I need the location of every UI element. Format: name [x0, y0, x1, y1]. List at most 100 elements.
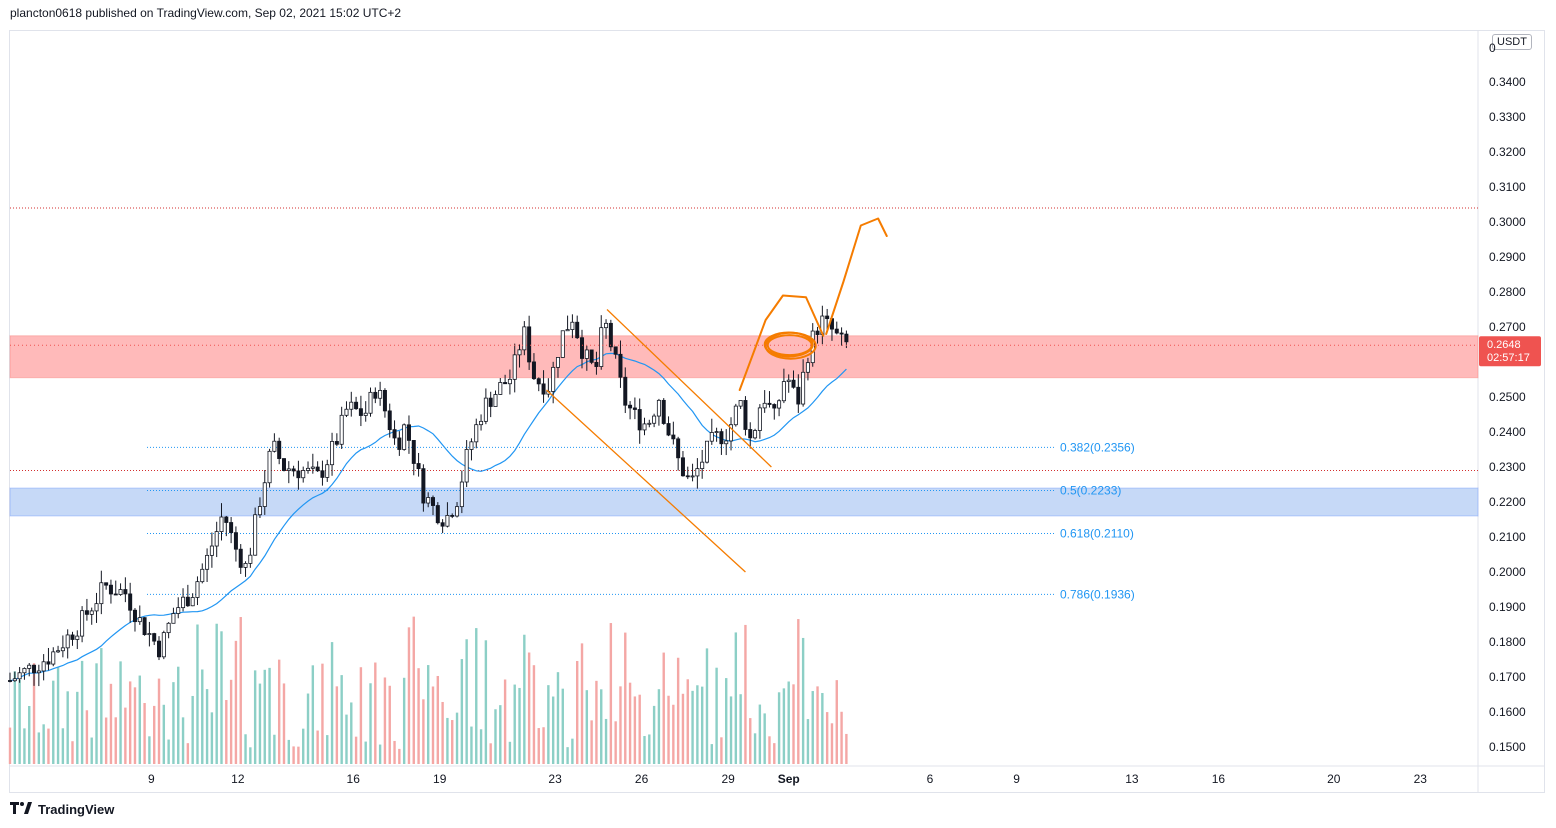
candle-body-144[interactable]: [700, 461, 705, 470]
candle-body-156[interactable]: [757, 407, 762, 431]
candle-body-58[interactable]: [286, 468, 291, 471]
last-price-tag[interactable]: [1479, 336, 1541, 367]
candle-body-137[interactable]: [666, 423, 671, 436]
candle-body-99[interactable]: [483, 397, 488, 422]
candle-body-66[interactable]: [325, 464, 330, 478]
candle-body-50[interactable]: [248, 554, 253, 564]
candle-body-113[interactable]: [551, 366, 556, 392]
candle-body-16[interactable]: [84, 610, 89, 615]
candle-body-60[interactable]: [296, 470, 301, 479]
candle-body-125[interactable]: [608, 322, 613, 348]
candle-body-84[interactable]: [411, 440, 416, 464]
descending-channel-lower[interactable]: [546, 389, 746, 573]
candle-body-151[interactable]: [733, 405, 738, 426]
footer-brand[interactable]: TradingView: [10, 802, 114, 817]
candle-body-46[interactable]: [229, 522, 234, 534]
candle-body-1[interactable]: [12, 678, 17, 682]
candle-body-152[interactable]: [738, 400, 743, 407]
projected-path[interactable]: [738, 294, 825, 391]
candle-body-34[interactable]: [171, 613, 176, 624]
candle-body-36[interactable]: [181, 596, 186, 609]
candle-body-157[interactable]: [762, 402, 767, 409]
candle-body-24[interactable]: [123, 589, 128, 595]
candle-body-35[interactable]: [176, 607, 181, 614]
candle-body-67[interactable]: [330, 441, 335, 466]
candle-body-168[interactable]: [815, 330, 820, 335]
candle-body-48[interactable]: [238, 548, 243, 568]
candle-body-5[interactable]: [32, 664, 37, 674]
candle-body-108[interactable]: [527, 326, 532, 363]
candle-body-94[interactable]: [459, 481, 464, 508]
candle-body-100[interactable]: [488, 397, 493, 407]
candle-body-97[interactable]: [474, 424, 479, 443]
candle-body-51[interactable]: [253, 514, 258, 556]
candle-body-20[interactable]: [104, 582, 109, 586]
candle-body-64[interactable]: [315, 466, 320, 472]
candle-body-23[interactable]: [118, 589, 123, 595]
candle-body-150[interactable]: [729, 424, 734, 442]
candle-body-18[interactable]: [94, 603, 99, 612]
candle-body-81[interactable]: [397, 437, 402, 450]
candle-body-98[interactable]: [479, 420, 484, 426]
candle-body-70[interactable]: [344, 408, 349, 416]
candle-body-118[interactable]: [575, 321, 580, 339]
candle-body-30[interactable]: [152, 633, 157, 642]
candle-body-33[interactable]: [166, 622, 171, 634]
candle-body-44[interactable]: [219, 516, 224, 533]
candle-body-135[interactable]: [656, 399, 661, 417]
candle-body-43[interactable]: [214, 531, 219, 547]
candle-body-115[interactable]: [560, 330, 565, 358]
candle-body-172[interactable]: [834, 328, 839, 334]
candle-body-90[interactable]: [440, 522, 445, 527]
candle-body-96[interactable]: [469, 441, 474, 450]
candle-body-130[interactable]: [632, 407, 637, 410]
candle-body-148[interactable]: [719, 431, 724, 445]
candle-body-29[interactable]: [147, 633, 152, 636]
candle-body-41[interactable]: [205, 554, 210, 570]
candle-body-114[interactable]: [555, 357, 560, 368]
candle-body-91[interactable]: [445, 515, 450, 527]
candle-body-88[interactable]: [430, 497, 435, 506]
candle-body-111[interactable]: [541, 383, 546, 395]
circle-highlight-stroke-1[interactable]: [766, 334, 813, 357]
candle-body-131[interactable]: [637, 409, 642, 431]
candle-body-120[interactable]: [584, 349, 589, 359]
candle-body-103[interactable]: [503, 382, 508, 385]
candle-body-56[interactable]: [277, 440, 282, 459]
candle-body-55[interactable]: [272, 440, 277, 452]
candle-body-12[interactable]: [65, 634, 70, 649]
candle-body-62[interactable]: [306, 467, 311, 471]
candle-body-102[interactable]: [498, 382, 503, 395]
candle-body-10[interactable]: [56, 650, 61, 653]
candle-body-45[interactable]: [224, 516, 229, 523]
candle-body-146[interactable]: [709, 432, 714, 442]
candle-body-163[interactable]: [791, 379, 796, 388]
candle-body-140[interactable]: [680, 457, 685, 477]
candle-body-54[interactable]: [267, 450, 272, 484]
currency-badge[interactable]: USDT: [1492, 34, 1532, 50]
candle-body-154[interactable]: [748, 429, 753, 439]
candle-body-77[interactable]: [378, 389, 383, 399]
descending-channel-upper[interactable]: [606, 309, 772, 468]
candle-body-75[interactable]: [368, 391, 373, 414]
candle-body-124[interactable]: [604, 322, 609, 329]
candle-body-14[interactable]: [75, 635, 80, 640]
candle-body-59[interactable]: [291, 468, 296, 472]
candle-body-174[interactable]: [844, 333, 849, 343]
resistance-zone[interactable]: [9, 335, 1479, 379]
candle-body-160[interactable]: [777, 400, 782, 409]
candle-body-82[interactable]: [402, 424, 407, 450]
candle-body-42[interactable]: [209, 545, 214, 556]
candle-body-133[interactable]: [647, 422, 652, 425]
candle-body-31[interactable]: [157, 640, 162, 658]
candle-body-166[interactable]: [805, 362, 810, 373]
candle-body-104[interactable]: [507, 378, 512, 385]
candle-body-165[interactable]: [801, 371, 806, 405]
candle-body-161[interactable]: [781, 381, 786, 402]
candle-body-38[interactable]: [190, 597, 195, 607]
candle-body-147[interactable]: [714, 431, 719, 433]
candle-body-26[interactable]: [132, 609, 137, 623]
candle-body-136[interactable]: [661, 399, 666, 424]
candle-body-15[interactable]: [80, 610, 85, 637]
candle-body-71[interactable]: [349, 401, 354, 410]
